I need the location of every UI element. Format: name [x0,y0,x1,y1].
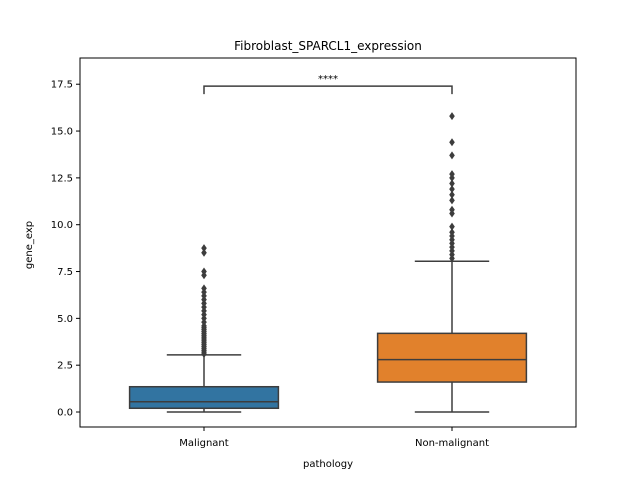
x-tick-label: Non-malignant [415,438,489,449]
outlier-point [449,190,455,199]
outlier-point [449,196,455,205]
outlier-point [449,185,455,194]
y-tick-label: 7.5 [57,267,73,278]
box-non-malignant [376,112,528,413]
y-tick-label: 5.0 [57,314,73,325]
plot-frame [79,57,577,428]
y-tick-label: 12.5 [51,173,73,184]
outlier-point [449,151,455,160]
box-malignant [128,244,280,413]
outlier-point [201,284,207,293]
outlier-point [449,170,455,179]
y-tick-label: 10.0 [51,220,73,231]
y-tick-label: 2.5 [57,361,73,372]
outlier-point [449,222,455,231]
outlier-point [449,179,455,188]
outlier-point [449,112,455,121]
axes: 0.0 2.5 5.0 7.5 10.0 12.5 15.0 17.5 Malignant Non… [51,80,489,449]
box-body [128,385,280,410]
plot-area: **** [128,74,528,413]
box-body [376,332,528,383]
outlier-point [449,205,455,214]
outlier-point [201,267,207,276]
y-tick-label: 17.5 [51,80,73,91]
outlier-point [201,244,207,253]
outlier-point [449,228,455,237]
significance-label: **** [318,74,338,85]
x-axis-label: pathology [303,459,353,470]
chart-title: Fibroblast_SPARCL1_expression [234,39,422,53]
x-tick-label: Malignant [179,438,228,449]
y-axis-label: gene_exp [24,221,35,269]
outlier-point [201,248,207,257]
y-tick-label: 15.0 [51,127,73,138]
significance-bracket [203,85,453,95]
outlier-point [449,138,455,147]
y-tick-label: 0.0 [57,408,73,419]
